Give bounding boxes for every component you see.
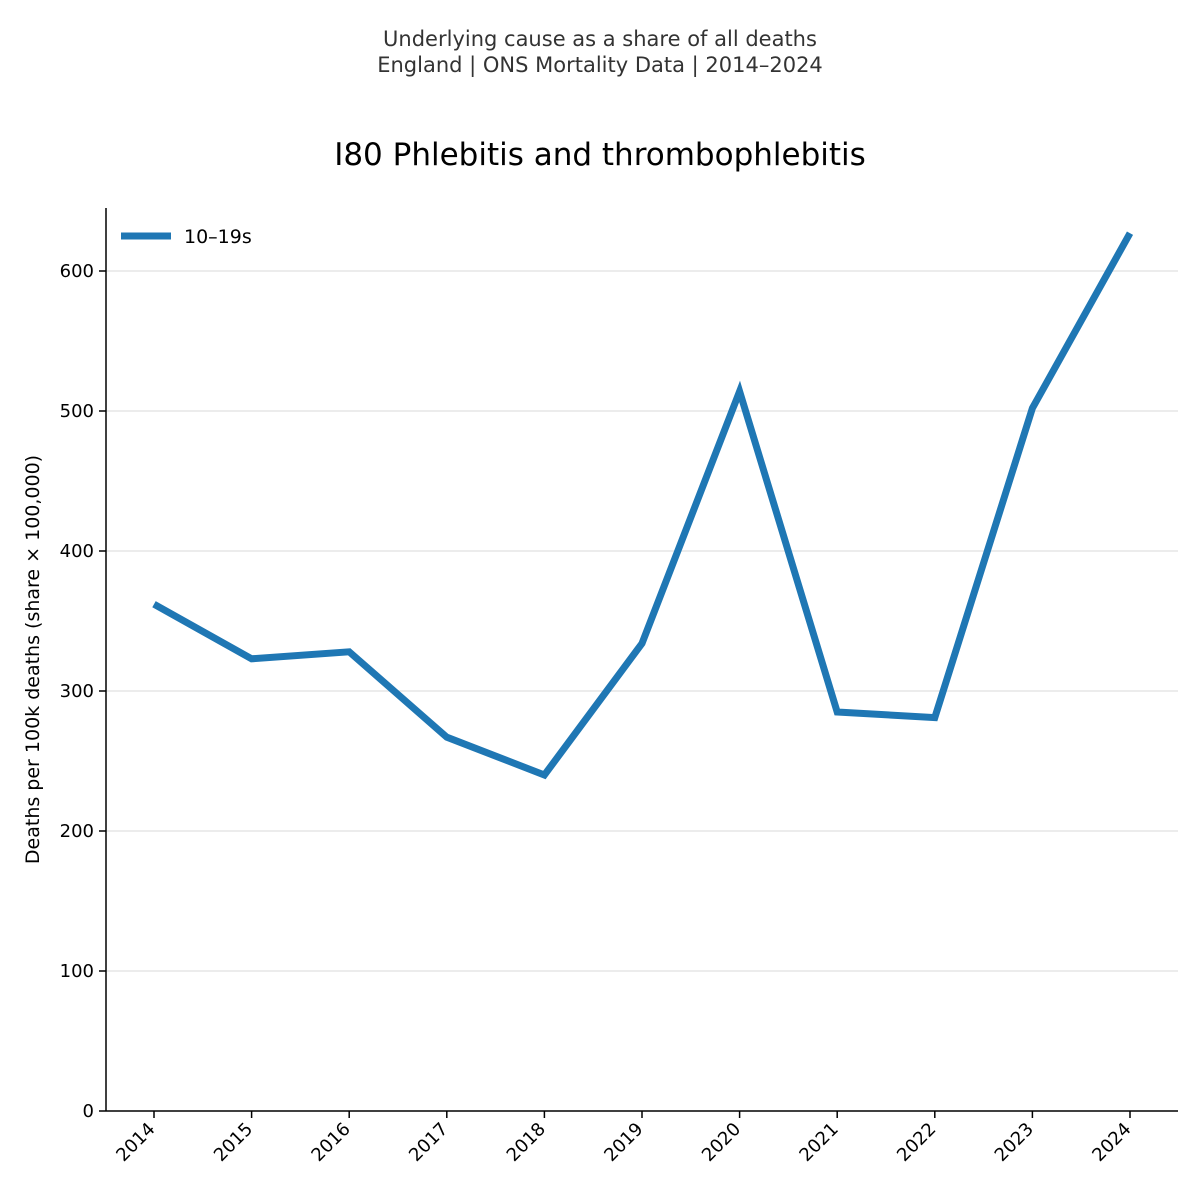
x-tick-label-2021: 2021 (795, 1119, 842, 1166)
x-tick-label-2016: 2016 (307, 1119, 354, 1166)
y-tick-label-100: 100 (60, 961, 94, 982)
x-tick-label-2022: 2022 (893, 1119, 940, 1166)
x-tick-label-2020: 2020 (698, 1119, 745, 1166)
gridlines (106, 270, 1178, 972)
y-tick-label-500: 500 (60, 401, 94, 422)
x-tick-label-2014: 2014 (112, 1119, 159, 1166)
y-tick-label-200: 200 (60, 821, 94, 842)
y-axis-ticks: 0 100 200 300 400 500 600 (60, 261, 106, 1122)
series-layer (152, 231, 1134, 780)
y-tick-label-300: 300 (60, 681, 94, 702)
x-tick-label-2017: 2017 (405, 1119, 452, 1166)
y-tick-label-600: 600 (60, 261, 94, 282)
x-tick-label-2015: 2015 (210, 1119, 257, 1166)
figure-subtitle-line-1: Underlying cause as a share of all death… (383, 27, 817, 51)
x-tick-label-2023: 2023 (991, 1119, 1038, 1166)
x-tick-label-2024: 2024 (1088, 1119, 1135, 1166)
y-tick-label-400: 400 (60, 541, 94, 562)
legend-label: 10–19s (184, 226, 252, 248)
x-tick-label-2018: 2018 (503, 1119, 550, 1166)
y-axis-label: Deaths per 100k deaths (share × 100,000) (22, 455, 44, 864)
legend: 10–19s (121, 226, 252, 248)
figure-subtitle-line-2: England | ONS Mortality Data | 2014–2024 (377, 53, 823, 77)
x-tick-label-2019: 2019 (600, 1119, 647, 1166)
chart-title: I80 Phlebitis and thrombophlebitis (334, 137, 866, 173)
x-axis-ticks: 2014 2015 2016 2017 2018 2019 2020 2021 2022 2023… (112, 1111, 1136, 1166)
y-tick-label-0: 0 (83, 1101, 94, 1122)
series-line-0 (152, 231, 1134, 780)
